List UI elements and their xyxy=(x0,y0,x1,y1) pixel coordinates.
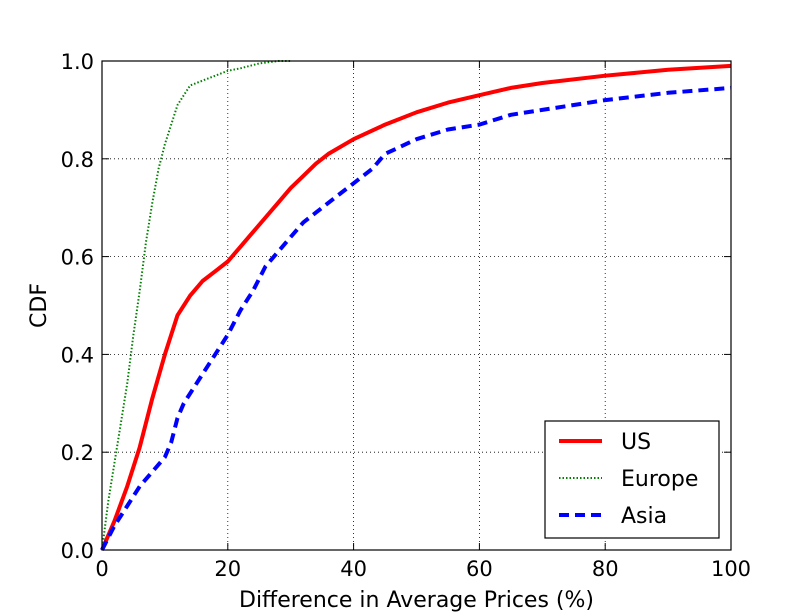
series-lines xyxy=(100,60,732,551)
series-line-europe xyxy=(101,60,291,551)
x-tick-label: 60 xyxy=(466,557,493,581)
x-tick-label: 20 xyxy=(214,557,241,581)
y-axis-title: CDF xyxy=(27,283,52,328)
series-line-us xyxy=(100,63,732,551)
y-tick-label: 0.8 xyxy=(61,148,94,172)
x-tick-label: 0 xyxy=(95,557,108,581)
x-tick-label: 40 xyxy=(340,557,367,581)
y-tick-label: 0.0 xyxy=(61,539,94,563)
x-tick-label: 100 xyxy=(711,557,751,581)
y-tick-label: 0.6 xyxy=(61,246,94,270)
x-tick-label: 80 xyxy=(592,557,619,581)
legend-label-asia: Asia xyxy=(621,504,667,529)
y-tick-label: 0.2 xyxy=(61,441,94,465)
x-axis-title: Difference in Average Prices (%) xyxy=(239,588,594,612)
y-tick-label: 0.4 xyxy=(61,343,94,367)
axis-ticks: 0 20 40 60 80 100 0.0 0.2 0.4 0.6 0.8 1.0 xyxy=(61,50,751,581)
y-tick-label: 1.0 xyxy=(61,50,94,74)
series-line-asia xyxy=(100,85,732,551)
plot-frame xyxy=(101,60,732,551)
legend-label-europe: Europe xyxy=(621,467,698,492)
legend: US Europe Asia xyxy=(544,420,720,539)
legend-label-us: US xyxy=(621,430,651,455)
